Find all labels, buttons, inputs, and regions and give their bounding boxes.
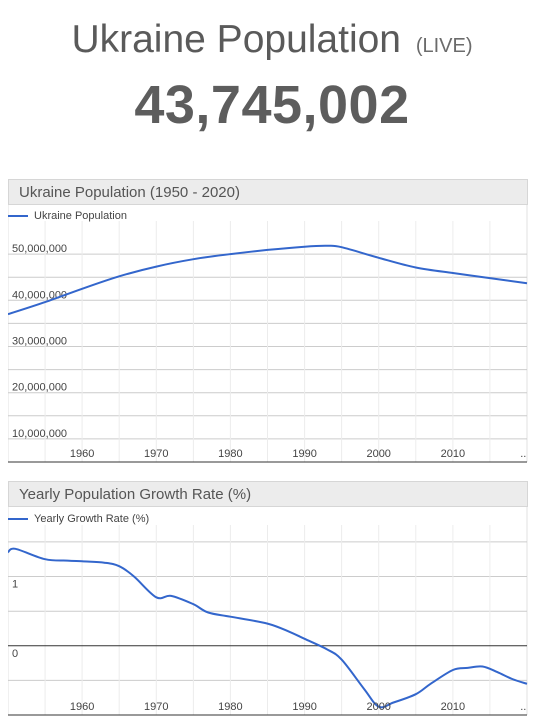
page-title: Ukraine Population (LIVE) <box>0 18 544 62</box>
population-chart-body: 10,000,000 20,000,000 30,000,000 40,000,000… <box>8 205 528 463</box>
population-legend[interactable]: Ukraine Population <box>8 210 127 222</box>
y-tick-label: 40,000,000 <box>12 289 67 301</box>
y-tick-label: 30,000,000 <box>12 336 67 348</box>
y-tick-label: 10,000,000 <box>12 428 67 440</box>
legend-label: Ukraine Population <box>34 210 127 222</box>
y-tick-label: 50,000,000 <box>12 243 67 255</box>
growth-chart-body: 1 0 1960 1970 1980 1990 2000 2010.. Yearly Grow… <box>8 507 528 716</box>
growth-chart-panel: Yearly Population Growth Rate (%) 1 0 1960… <box>8 481 528 716</box>
x-tick-label: .. <box>520 448 526 460</box>
x-tick-label: 1990 <box>292 701 316 713</box>
x-tick-label: 1980 <box>218 448 242 460</box>
legend-label: Yearly Growth Rate (%) <box>34 513 150 525</box>
x-tick-label: 2010 <box>441 701 465 713</box>
y-tick-label: 1 <box>12 579 18 591</box>
x-tick-label: 2010 <box>441 448 465 460</box>
series-line[interactable] <box>8 244 528 316</box>
population-chart-title: Ukraine Population (1950 - 2020) <box>8 179 528 205</box>
growth-chart: 1 0 1960 1970 1980 1990 2000 2010.. <box>8 507 528 716</box>
live-label: (LIVE) <box>415 35 473 57</box>
population-counter: 43,745,002 <box>134 75 410 135</box>
x-tick-label: 1960 <box>70 701 94 713</box>
x-tick-label: 2000 <box>366 448 390 460</box>
x-tick-label: 1970 <box>144 448 168 460</box>
series-line[interactable] <box>8 547 528 709</box>
x-tick-label: 1980 <box>218 701 242 713</box>
legend-swatch <box>8 215 28 218</box>
x-tick-label: 1960 <box>70 448 94 460</box>
growth-chart-title: Yearly Population Growth Rate (%) <box>8 481 528 507</box>
title-text: Ukraine Population <box>71 18 401 61</box>
x-tick-label: .. <box>520 701 526 713</box>
population-chart-panel: Ukraine Population (1950 - 2020) 10,000,… <box>8 179 528 463</box>
x-tick-label: 2000 <box>366 701 390 713</box>
x-tick-label: 1970 <box>144 701 168 713</box>
legend-swatch <box>8 518 28 521</box>
x-tick-label: 1990 <box>292 448 316 460</box>
y-tick-label: 20,000,000 <box>12 382 67 394</box>
y-tick-label: 0 <box>12 648 18 660</box>
population-chart: 10,000,000 20,000,000 30,000,000 40,000,000… <box>8 205 528 463</box>
growth-legend[interactable]: Yearly Growth Rate (%) <box>8 513 149 525</box>
